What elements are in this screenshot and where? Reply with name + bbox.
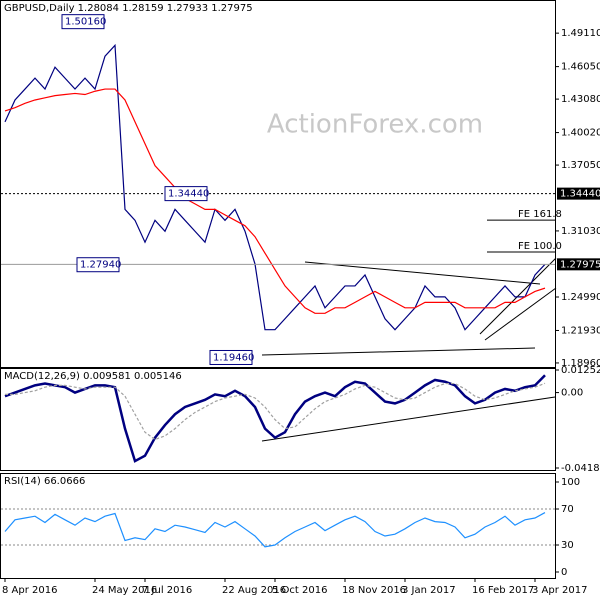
series-line	[4, 512, 546, 548]
watermark: ActionForex.com	[267, 110, 483, 140]
x-tick-label: 18 Nov 2016	[342, 585, 406, 596]
annotation-box	[61, 14, 105, 30]
x-tick-label: 5 Oct 2016	[272, 585, 327, 596]
fe-label: FE 161.8	[518, 209, 562, 220]
annotation-label: 1.27940	[80, 260, 121, 271]
price-box	[557, 187, 600, 200]
y-tick-label: 0.00	[561, 388, 583, 399]
y-tick-label: 0.012522	[561, 365, 600, 376]
price-panel	[0, 0, 556, 368]
trendline	[261, 347, 536, 356]
annotation-box	[164, 186, 208, 202]
panel-title: MACD(12,26,9) 0.009581 0.005146	[4, 371, 182, 382]
annotation-label: 1.19460	[213, 352, 254, 363]
y-tick-label: -0.041823	[561, 463, 600, 474]
x-tick-label: 8 Apr 2016	[2, 585, 57, 596]
price-box	[557, 258, 600, 271]
y-tick-label: 1.46050	[561, 62, 600, 73]
macd-panel	[0, 368, 556, 471]
x-tick-label: 16 Feb 2017	[472, 585, 534, 596]
trendlines	[261, 257, 557, 442]
series-line	[5, 382, 546, 441]
y-tick-label: 30	[561, 540, 574, 551]
trendline	[479, 257, 557, 335]
y-tick-label: 1.18960	[561, 358, 600, 369]
y-tick-label: 1.24990	[561, 292, 600, 303]
annotation-box	[209, 349, 253, 365]
series-line	[4, 374, 546, 463]
fe-label: FE 100.0	[518, 241, 562, 252]
x-tick-label: 24 May 2016	[92, 585, 157, 596]
y-tick-label: 1.31030	[561, 226, 600, 237]
trendline	[304, 261, 541, 285]
x-tick-label: 7 Jul 2016	[142, 585, 192, 596]
panel-title: GBPUSD,Daily 1.28084 1.28159 1.27933 1.2…	[4, 3, 253, 14]
y-tick-label: 1.43080	[561, 94, 600, 105]
price-box-label: 1.34440	[560, 189, 600, 200]
rsi-panel	[0, 473, 556, 579]
series-line	[4, 88, 546, 314]
y-tick-label: 0	[561, 567, 567, 578]
y-tick-label: 1.37050	[561, 160, 600, 171]
y-tick-label: 100	[561, 477, 580, 488]
panel-title: RSI(14) 66.0666	[4, 476, 85, 487]
series-line	[4, 43, 546, 331]
annotation-box	[76, 257, 120, 273]
price-box-label: 1.27975	[560, 259, 600, 270]
y-tick-label: 1.40020	[561, 128, 600, 139]
y-tick-label: 1.49110	[561, 28, 600, 39]
x-tick-label: 3 Apr 2017	[532, 585, 587, 596]
y-tick-label: 1.21930	[561, 325, 600, 336]
y-tick-label: 70	[561, 504, 574, 515]
annotation-label: 1.50160	[65, 17, 106, 28]
x-tick-label: 22 Aug 2016	[222, 585, 286, 596]
trendline	[261, 396, 556, 442]
annotation-label: 1.34440	[168, 189, 209, 200]
trendline	[484, 287, 557, 341]
x-tick-label: 3 Jan 2017	[402, 585, 456, 596]
